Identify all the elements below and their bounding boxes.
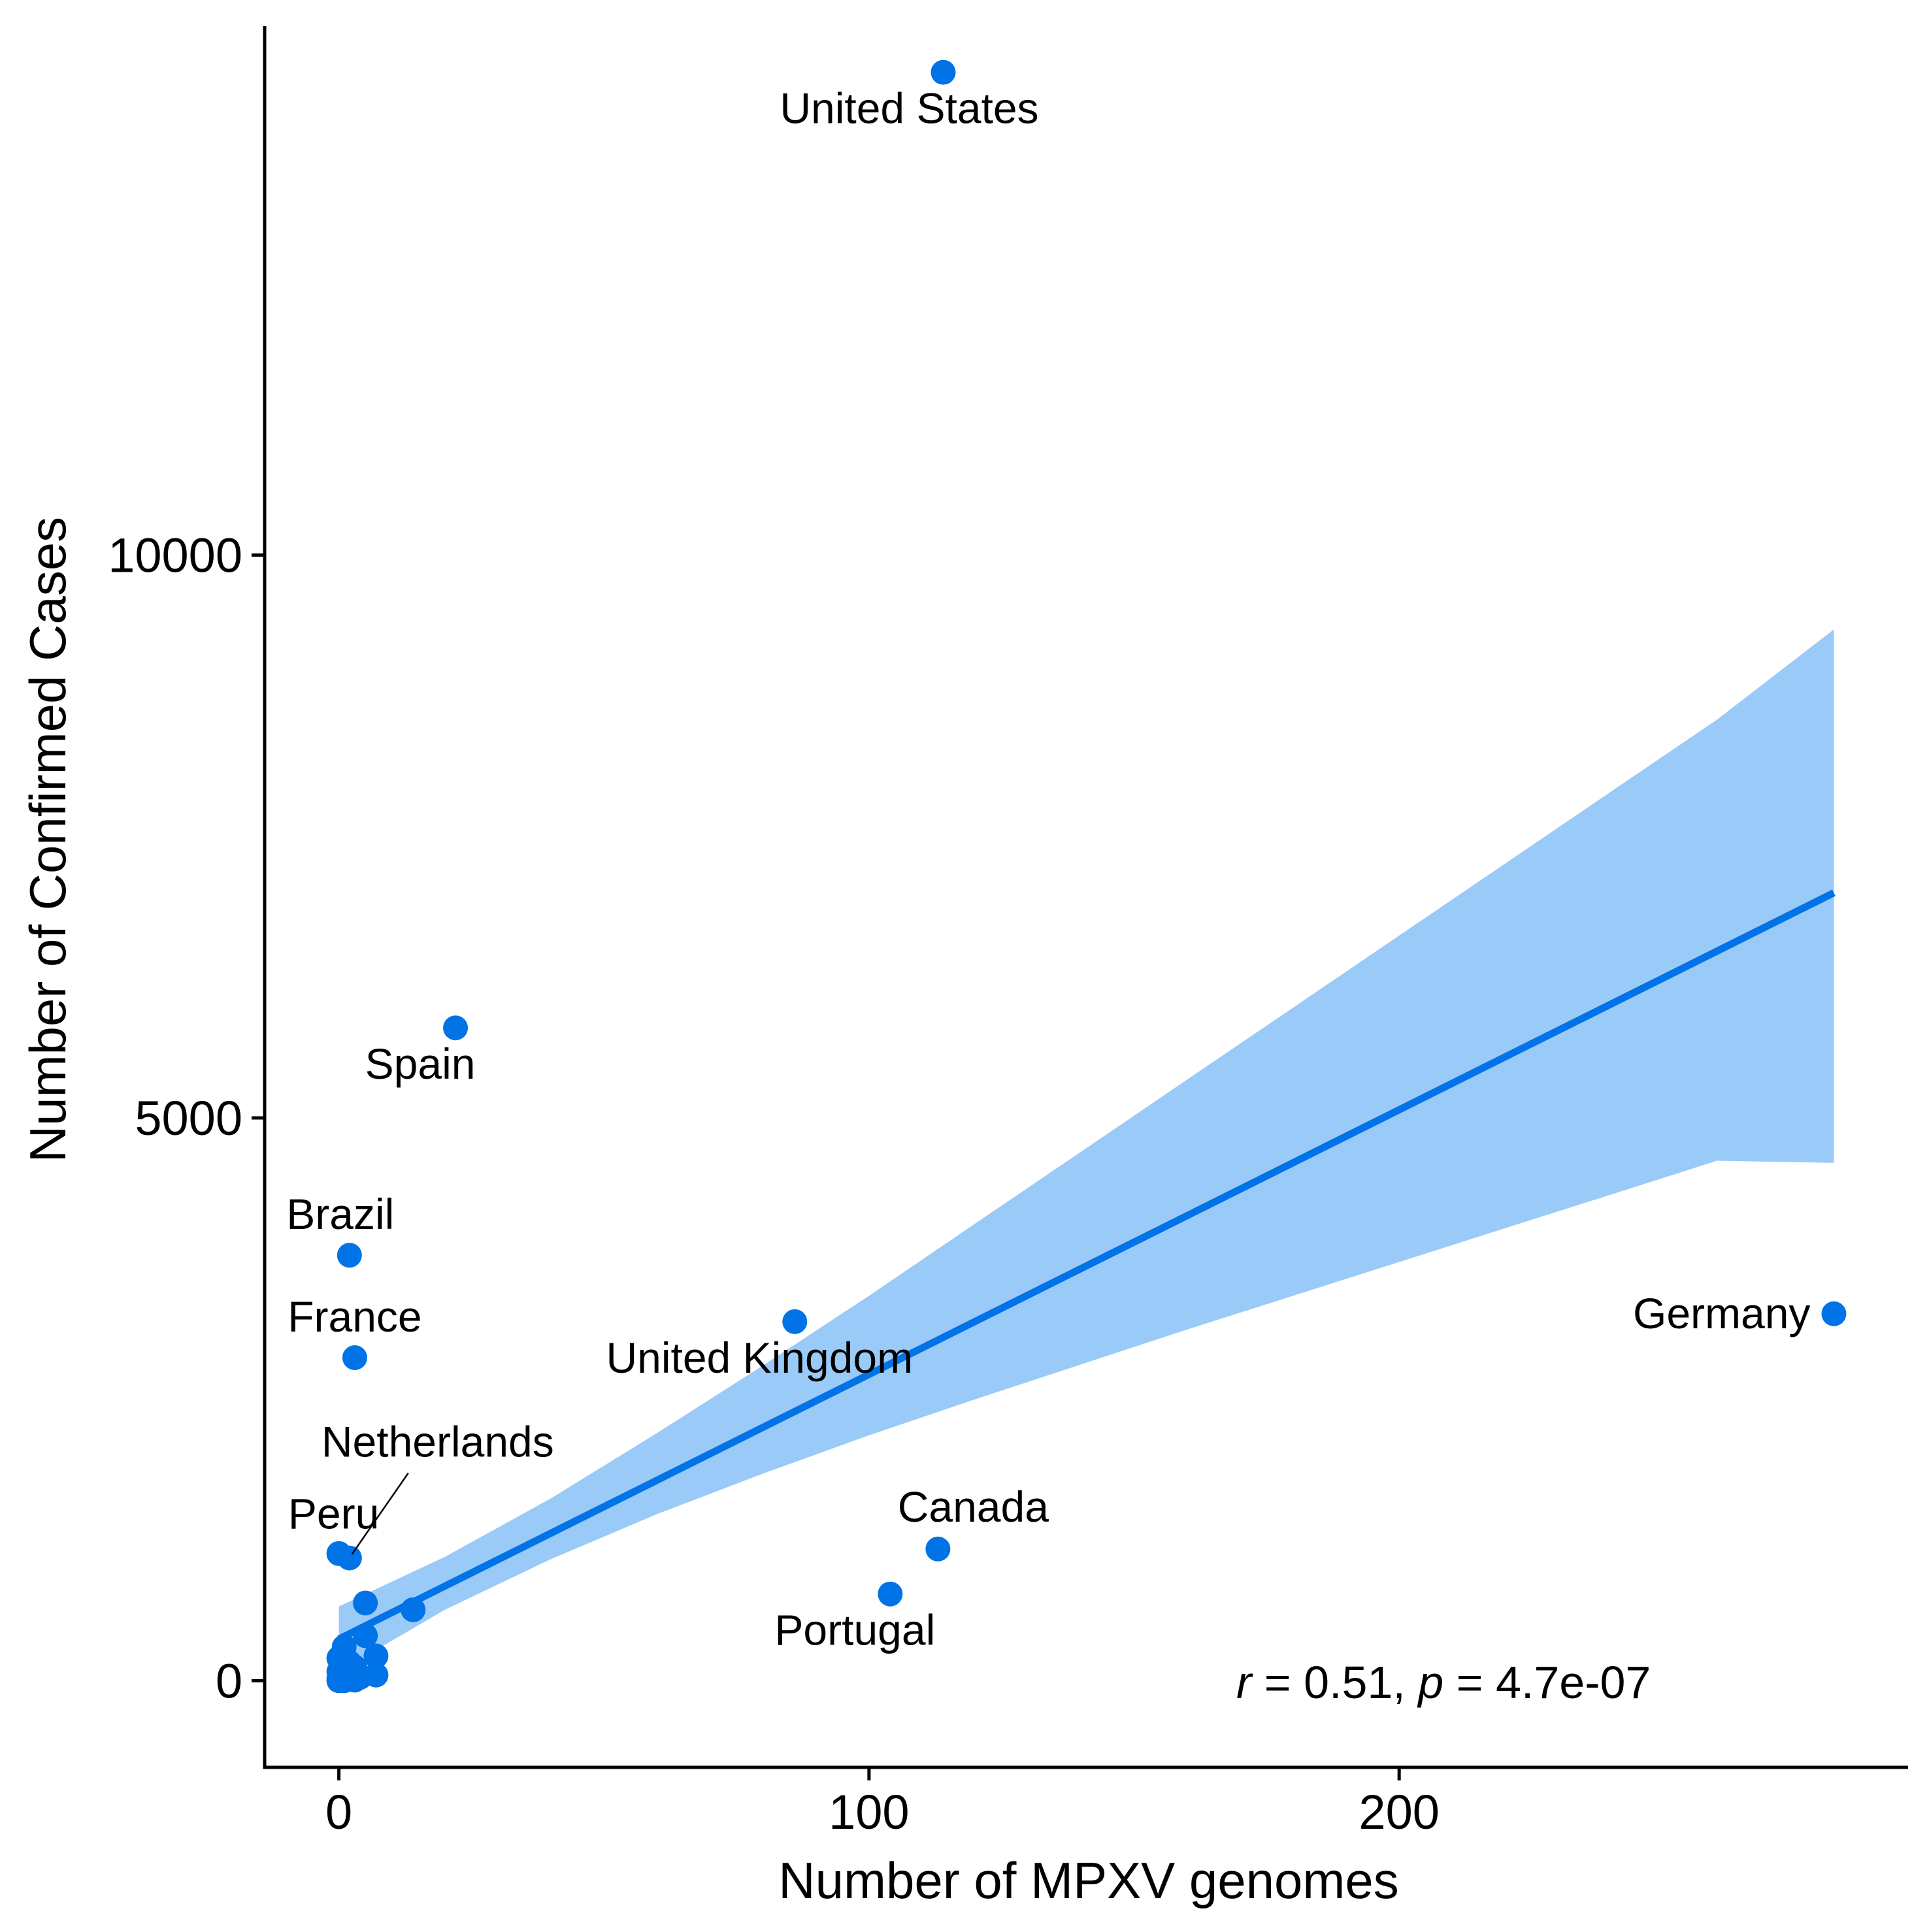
r-value-text: = 0.51, — [1251, 1657, 1418, 1708]
correlation-annotation: r = 0.51, p = 4.7e-07 — [1236, 1657, 1651, 1708]
y-tick-label: 10000 — [108, 529, 242, 583]
confidence-band-layer — [338, 629, 1834, 1672]
p-value-text: = 4.7e-07 — [1443, 1657, 1651, 1708]
x-tick-label: 100 — [829, 1785, 909, 1839]
x-tick-label: 200 — [1359, 1785, 1439, 1839]
data-point — [326, 1668, 352, 1694]
data-point — [931, 59, 956, 85]
point-label-france: France — [288, 1292, 421, 1341]
point-label-netherlands: Netherlands — [322, 1418, 554, 1466]
point-label-united-states: United States — [780, 84, 1038, 133]
point-label-spain: Spain — [365, 1040, 476, 1088]
netherlands-leader-line — [351, 1472, 409, 1555]
point-label-brazil: Brazil — [286, 1190, 394, 1238]
y-axis-title: Number of Confirmed Cases — [19, 517, 76, 1162]
data-point — [337, 1545, 362, 1571]
data-point — [1821, 1301, 1847, 1326]
axes-layer — [263, 26, 1908, 1769]
point-labels-layer: United States Spain Brazil France United Kin… — [286, 84, 1810, 1654]
data-point — [443, 1015, 469, 1041]
point-label-peru: Peru — [288, 1490, 379, 1538]
p-symbol: p — [1417, 1657, 1443, 1708]
data-point — [925, 1536, 951, 1562]
point-label-germany: Germany — [1633, 1289, 1810, 1337]
data-points-layer — [326, 59, 1847, 1694]
data-point — [353, 1623, 378, 1648]
data-point — [363, 1643, 389, 1669]
y-tick-label: 5000 — [135, 1091, 242, 1145]
confidence-band — [338, 629, 1834, 1672]
data-point — [401, 1597, 426, 1622]
point-label-canada: Canada — [898, 1482, 1049, 1531]
data-point — [353, 1590, 378, 1616]
point-label-united-kingdom: United Kingdom — [606, 1334, 913, 1382]
y-tick-label: 0 — [216, 1654, 242, 1708]
data-point — [337, 1243, 362, 1268]
r-symbol: r — [1236, 1657, 1253, 1708]
point-label-portugal: Portugal — [774, 1606, 935, 1654]
trend-line-layer — [337, 889, 1836, 1643]
x-axis-title: Number of MPXV genomes — [778, 1852, 1398, 1909]
data-point — [782, 1309, 808, 1334]
data-point — [342, 1345, 367, 1370]
trend-line — [337, 889, 1836, 1643]
x-tick-label: 0 — [325, 1785, 352, 1839]
data-point — [878, 1581, 903, 1607]
ticks-layer: 0 100 200 0 5000 10000 — [108, 529, 1440, 1839]
